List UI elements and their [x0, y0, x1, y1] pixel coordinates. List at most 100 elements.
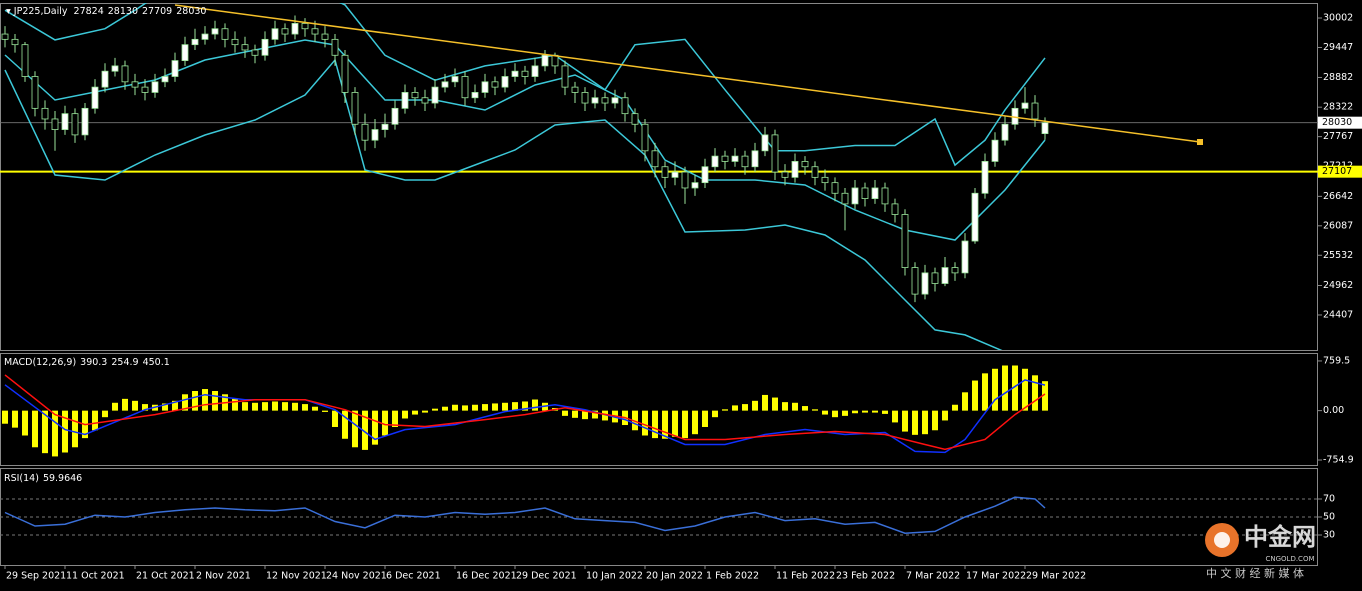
candle-body	[271, 28, 279, 40]
x-tick-label: 16 Dec 2021	[456, 571, 517, 582]
band-line	[4, 3, 1046, 167]
x-tick-label: 2 Nov 2021	[196, 571, 251, 582]
candle-body	[761, 134, 769, 152]
macd-header: MACD(12,26,9) 390.3 254.9 450.1	[4, 357, 170, 368]
histogram-bar	[192, 391, 198, 411]
histogram-bar	[342, 410, 348, 439]
candle-body	[251, 49, 259, 56]
y-tick-label: 26087	[1323, 220, 1353, 231]
candle-body	[611, 97, 619, 104]
candle-body	[751, 150, 759, 168]
macd-line	[4, 379, 1046, 454]
candle-body	[861, 187, 869, 199]
histogram-bar	[92, 410, 98, 431]
histogram-bar	[922, 410, 928, 435]
candle-body	[701, 166, 709, 184]
histogram-bar	[452, 404, 458, 411]
histogram-bar	[872, 410, 878, 413]
histogram-bar	[692, 410, 698, 435]
candle-body	[11, 38, 19, 46]
rsi-title: RSI(14)	[4, 473, 39, 484]
histogram-bar	[772, 397, 778, 411]
candle-body	[921, 272, 929, 295]
histogram-bar	[402, 410, 408, 419]
histogram-bar	[662, 410, 668, 439]
candle-body	[801, 161, 809, 168]
candle-body	[771, 134, 779, 173]
candle-body	[821, 176, 829, 184]
histogram-bar	[1002, 365, 1008, 411]
logo: 中金网 CNGOLD.COM 中 文 财 经 新 媒 体	[1205, 523, 1316, 580]
candle-body	[341, 54, 349, 93]
histogram-bar	[742, 404, 748, 411]
histogram-bar	[502, 402, 508, 411]
candle-body	[521, 70, 529, 77]
histogram-bar	[1012, 365, 1018, 411]
histogram-bar	[412, 410, 418, 415]
macd-title: MACD(12,26,9)	[4, 357, 76, 368]
histogram-bar	[722, 409, 728, 411]
level-label: 27107	[1322, 166, 1352, 177]
y-tick-label: 28322	[1323, 102, 1353, 113]
histogram-bar	[212, 391, 218, 411]
histogram-bar	[132, 400, 138, 411]
histogram-bar	[892, 410, 898, 423]
candle-body	[91, 86, 99, 109]
hist-readout: 450.1	[143, 357, 170, 368]
candle-body	[291, 23, 299, 35]
logo-url: CNGOLD.COM	[1265, 555, 1314, 563]
histogram-bar	[302, 404, 308, 411]
histogram-bar	[482, 404, 488, 411]
histogram-bar	[122, 398, 128, 411]
candle-body	[481, 81, 489, 93]
close-readout: 28030	[176, 6, 206, 17]
rsi-header: RSI(14) 59.9646	[4, 473, 82, 484]
candle-body	[671, 171, 679, 178]
histogram-bar	[592, 410, 598, 419]
trend-line	[174, 4, 1201, 143]
x-tick-label: 10 Jan 2022	[586, 571, 643, 582]
histogram-bar	[292, 402, 298, 411]
histogram-bar	[632, 410, 638, 431]
candle-body	[111, 65, 119, 72]
histogram-bar	[992, 368, 998, 411]
signal-readout: 254.9	[111, 357, 138, 368]
histogram-bar	[962, 392, 968, 411]
histogram-bar	[822, 410, 828, 415]
histogram-bar	[232, 398, 238, 411]
candle-body	[371, 129, 379, 141]
histogram-bar	[262, 402, 268, 411]
macd-plot	[2, 365, 1048, 457]
histogram-bar	[1032, 375, 1038, 411]
candle-body	[601, 97, 609, 104]
candle-body	[581, 92, 589, 104]
band-line	[4, 58, 1003, 350]
candle-body	[681, 171, 689, 189]
candle-body	[41, 107, 49, 120]
x-tick-label: 7 Mar 2022	[906, 571, 960, 582]
histogram-bar	[952, 404, 958, 411]
candle-body	[471, 92, 479, 99]
x-tick-label: 12 Nov 2021	[266, 571, 327, 582]
candle-body	[841, 192, 849, 205]
candle-body	[591, 97, 599, 104]
candle-body	[151, 81, 159, 93]
histogram-bar	[792, 402, 798, 411]
candle-body	[541, 54, 549, 67]
histogram-bar	[1042, 381, 1048, 411]
y-tick-label: 30002	[1323, 13, 1353, 24]
candle-body	[791, 161, 799, 178]
y-tick-label: 26642	[1323, 191, 1353, 202]
histogram-bar	[282, 402, 288, 411]
histogram-bar	[312, 406, 318, 411]
candle-body	[831, 182, 839, 194]
histogram-bar	[942, 410, 948, 421]
candle-body	[561, 65, 569, 88]
x-tick-label: 23 Feb 2022	[836, 571, 895, 582]
histogram-bar	[882, 410, 888, 414]
rsi-plot	[0, 496, 1318, 536]
candle-body	[51, 118, 59, 130]
histogram-bar	[392, 410, 398, 427]
candle-body	[101, 70, 109, 88]
histogram-bar	[852, 410, 858, 414]
